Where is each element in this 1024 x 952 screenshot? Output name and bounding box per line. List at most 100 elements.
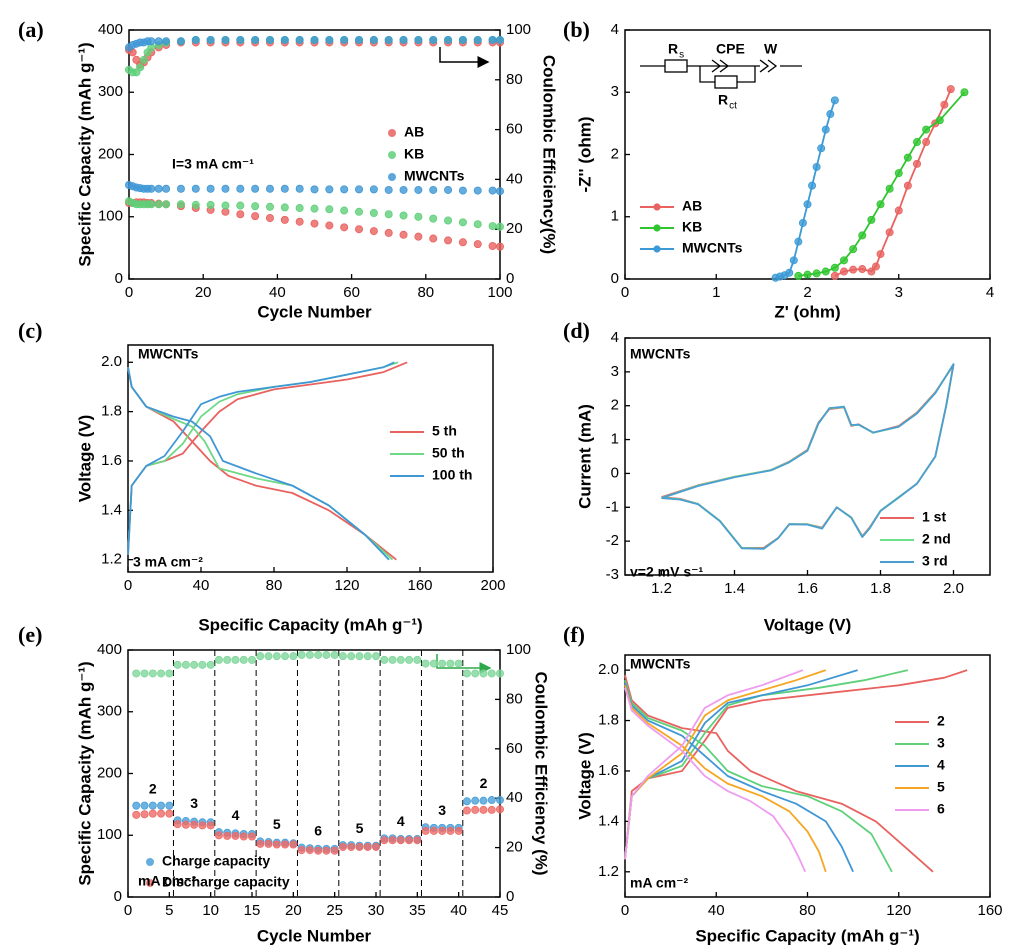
x-tick-label: 5 (165, 902, 173, 919)
legend-label: 3 (937, 735, 945, 751)
data-point (256, 652, 265, 661)
data-point (487, 669, 496, 678)
legend-swatch (146, 858, 154, 866)
rate-label: 3 (438, 802, 446, 818)
data-point (289, 840, 298, 849)
legend-swatch (653, 224, 661, 232)
data-point (429, 826, 438, 835)
data-point (176, 37, 185, 46)
data-point (280, 215, 289, 224)
y-axis-label: Current (mA) (575, 404, 594, 509)
annotation: 3 mA cm⁻² (133, 554, 203, 570)
data-point (858, 265, 867, 274)
data-point (867, 215, 876, 224)
x-tick-label: 0 (621, 902, 629, 919)
data-point (148, 669, 157, 678)
data-point (421, 826, 430, 835)
legend-label: 6 (937, 801, 945, 817)
x-tick-label: 1.6 (797, 580, 818, 597)
legend-label: KB (404, 146, 424, 162)
rate-label: 5 (273, 816, 281, 832)
panel-label: (e) (18, 622, 42, 647)
data-point (488, 35, 497, 44)
data-point (140, 669, 149, 678)
y-axis-label: Voltage (V) (75, 415, 94, 503)
y2-tick-label: 100 (506, 641, 531, 658)
data-point (429, 214, 438, 223)
data-point (173, 660, 182, 669)
data-point (310, 185, 319, 194)
data-point (817, 144, 826, 153)
y-tick-label: 400 (97, 641, 122, 658)
y-tick-label: -3 (606, 566, 619, 583)
x-tick-label: 120 (886, 902, 911, 919)
x-tick-label: 40 (269, 284, 286, 301)
data-point (830, 271, 839, 280)
y2-tick-label: 100 (506, 21, 531, 38)
data-point (488, 186, 497, 195)
y-tick-label: 1.4 (598, 812, 619, 829)
data-point (803, 270, 812, 279)
x-tick-label: 80 (799, 902, 816, 919)
data-point (894, 169, 903, 178)
x-tick-label: 40 (193, 577, 210, 594)
data-point (446, 826, 455, 835)
data-point (446, 659, 455, 668)
data-point (322, 846, 331, 855)
data-point (454, 826, 463, 835)
data-point (147, 184, 156, 193)
circuit-label: R (718, 92, 728, 108)
legend-swatch (388, 129, 396, 137)
data-point (380, 655, 389, 664)
data-point (214, 831, 223, 840)
data-point (251, 35, 260, 44)
data-point (380, 836, 389, 845)
data-point (885, 184, 894, 193)
data-point (913, 138, 922, 147)
data-point (340, 185, 349, 194)
data-point (903, 181, 912, 190)
data-point (314, 846, 323, 855)
data-point (265, 184, 274, 193)
data-point (162, 37, 171, 46)
y2-tick-label: 40 (506, 789, 523, 806)
data-point (369, 227, 378, 236)
legend-label: 2 (937, 713, 945, 729)
data-point (454, 659, 463, 668)
data-point (812, 162, 821, 171)
data-point (935, 116, 944, 125)
data-point (132, 810, 141, 819)
annotation: I=3 mA cm⁻¹ (172, 156, 254, 172)
data-point (858, 231, 867, 240)
data-point (256, 839, 265, 848)
data-point (247, 655, 256, 664)
x-tick-label: 120 (334, 577, 359, 594)
x-tick-label: 160 (977, 902, 1002, 919)
data-point (297, 650, 306, 659)
y-tick-label: -1 (606, 498, 619, 515)
y-tick-label: 4 (611, 329, 619, 346)
data-point (438, 826, 447, 835)
data-point (946, 85, 955, 94)
y-tick-label: 0 (611, 270, 619, 287)
annotation: mA cm⁻² (630, 875, 689, 891)
data-point (355, 35, 364, 44)
data-point (236, 184, 245, 193)
y-tick-label: 2.0 (598, 661, 619, 678)
axis-arrow (439, 47, 490, 68)
y-tick-label: 1.6 (101, 452, 122, 469)
data-point (157, 669, 166, 678)
data-point (305, 846, 314, 855)
rate-label: 6 (314, 822, 322, 838)
data-point (265, 35, 274, 44)
data-point (206, 200, 215, 209)
data-point (295, 217, 304, 226)
data-point (371, 652, 380, 661)
data-point (458, 186, 467, 195)
x-tick-label: 40 (708, 902, 725, 919)
data-point (355, 842, 364, 851)
data-point (330, 650, 339, 659)
series-line (661, 364, 955, 549)
data-point (821, 267, 830, 276)
plot-frame (624, 654, 991, 898)
